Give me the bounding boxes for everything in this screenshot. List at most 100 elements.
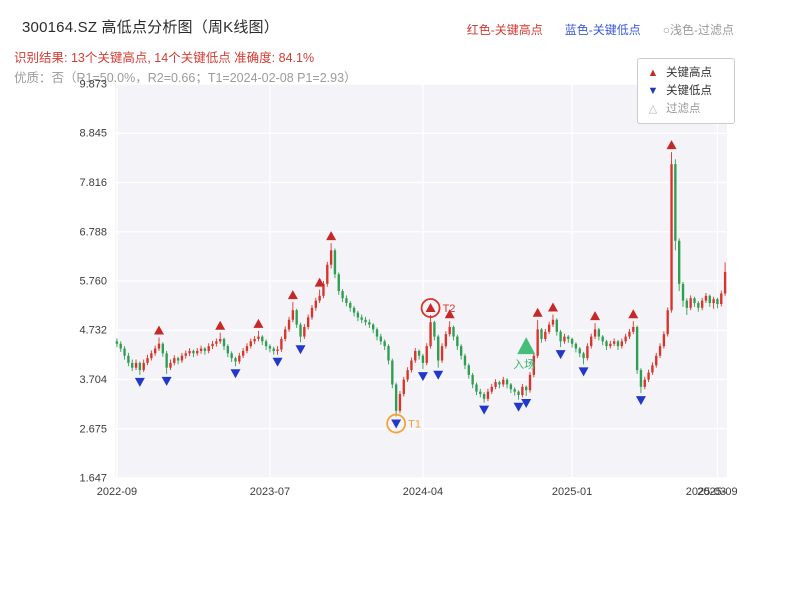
candle-body bbox=[693, 298, 696, 304]
key-low-marker bbox=[521, 398, 532, 408]
candle-body bbox=[525, 386, 528, 391]
chart-legend-box: ▲ 关键高点 ▼ 关键低点 △ 过滤点 bbox=[637, 58, 735, 124]
candle-body bbox=[291, 310, 295, 320]
candle-body bbox=[425, 346, 428, 363]
candle-body bbox=[532, 355, 536, 375]
candle-body bbox=[131, 362, 134, 368]
candle-body bbox=[593, 329, 597, 337]
annotation-ring-T1 bbox=[386, 413, 407, 434]
x-axis-tick-label: 2023-07 bbox=[250, 486, 290, 498]
candle-body bbox=[528, 374, 532, 391]
candle-body bbox=[555, 319, 558, 332]
candle-body bbox=[238, 355, 241, 362]
candle-body bbox=[666, 310, 669, 335]
candle-body bbox=[697, 303, 700, 308]
candle-body bbox=[192, 350, 195, 354]
candle-body bbox=[459, 346, 463, 356]
candle-body bbox=[658, 346, 662, 356]
key-low-marker bbox=[272, 357, 283, 367]
candle-body bbox=[219, 338, 222, 342]
candle-body bbox=[559, 331, 562, 342]
key-high-marker bbox=[314, 277, 325, 287]
candle-body bbox=[655, 355, 658, 366]
candle-body bbox=[586, 346, 589, 359]
candle-body bbox=[647, 372, 650, 380]
candle-body bbox=[345, 298, 348, 304]
y-axis-tick-label: 7.816 bbox=[79, 177, 107, 189]
key-high-marker bbox=[547, 302, 558, 312]
candle-body bbox=[322, 283, 325, 296]
candle-body bbox=[398, 394, 402, 411]
candle-body bbox=[708, 295, 711, 304]
candle-body bbox=[563, 336, 566, 342]
candle-body bbox=[540, 329, 543, 339]
candle-body bbox=[402, 379, 405, 395]
candle-body bbox=[387, 346, 390, 361]
candle-body bbox=[318, 295, 321, 301]
legend-item-key-low: ▼ 关键低点 bbox=[647, 82, 725, 100]
legend-item-key-high: ▲ 关键高点 bbox=[647, 64, 725, 82]
candle-body bbox=[410, 360, 413, 371]
recognition-result-text: 识别结果: 13个关键高点, 14个关键低点 准确度: 84.1% bbox=[14, 51, 315, 65]
key-high-marker bbox=[253, 318, 264, 328]
candle-body bbox=[211, 343, 214, 347]
key-low-marker bbox=[578, 367, 589, 377]
key-high-marker bbox=[153, 325, 164, 335]
candle-body bbox=[678, 240, 681, 284]
candle-body bbox=[463, 355, 467, 366]
candle-body bbox=[368, 322, 371, 325]
candle-body bbox=[184, 353, 187, 356]
candle-body bbox=[421, 355, 425, 363]
y-axis-tick-label: 5.760 bbox=[79, 276, 107, 288]
key-low-marker bbox=[479, 405, 490, 415]
candle-body bbox=[372, 324, 375, 330]
key-low-marker bbox=[230, 369, 241, 379]
candle-body bbox=[620, 341, 623, 347]
key-high-marker bbox=[532, 307, 543, 317]
candle-body bbox=[624, 336, 627, 342]
candle-body bbox=[261, 336, 264, 342]
candle-body bbox=[276, 349, 279, 351]
y-axis-tick-label: 3.704 bbox=[79, 374, 107, 386]
annotation-label-T1: T1 bbox=[408, 419, 421, 431]
candle-body bbox=[264, 341, 268, 347]
candle-body bbox=[628, 331, 631, 337]
candle-body bbox=[173, 358, 176, 363]
candle-body bbox=[609, 343, 612, 347]
candle-body bbox=[303, 326, 306, 337]
x-axis-tick-label: 2025-01 bbox=[552, 486, 592, 498]
candle-body bbox=[180, 355, 184, 361]
candle-body bbox=[153, 348, 157, 354]
candle-body bbox=[280, 338, 283, 350]
candle-body bbox=[234, 358, 237, 362]
candle-body bbox=[567, 336, 570, 339]
candle-body bbox=[123, 348, 126, 356]
candle-body bbox=[394, 384, 398, 411]
candle-body bbox=[635, 326, 639, 371]
candle-body bbox=[157, 343, 161, 349]
candle-body bbox=[226, 346, 230, 354]
quality-assessment-text: 优质：否（R1=50.0%，R2=0.66；T1=2024-02-08 P1=2… bbox=[14, 71, 357, 85]
candle-body bbox=[536, 329, 539, 356]
candle-body bbox=[544, 331, 547, 339]
candle-body bbox=[689, 298, 692, 308]
candle-body bbox=[299, 324, 302, 337]
candle-body bbox=[199, 348, 203, 351]
candle-body bbox=[662, 334, 666, 347]
candle-body bbox=[574, 343, 578, 349]
candle-body bbox=[509, 384, 513, 390]
candle-body bbox=[471, 374, 474, 385]
candle-body bbox=[349, 303, 352, 308]
candle-body bbox=[417, 350, 421, 356]
y-axis-tick-label: 1.647 bbox=[79, 473, 107, 485]
candle-body bbox=[448, 326, 451, 335]
key-low-marker bbox=[295, 345, 306, 355]
y-axis-tick-label: 4.732 bbox=[79, 325, 107, 337]
key-low-marker bbox=[134, 377, 145, 387]
candle-body bbox=[329, 250, 333, 265]
header-legend-filtered: ○浅色-过滤点 bbox=[662, 23, 734, 37]
key-low-legend-icon: ▼ bbox=[647, 85, 659, 97]
y-axis-tick-label: 9.873 bbox=[79, 79, 107, 91]
candle-body bbox=[310, 307, 314, 318]
candle-body bbox=[176, 358, 180, 361]
